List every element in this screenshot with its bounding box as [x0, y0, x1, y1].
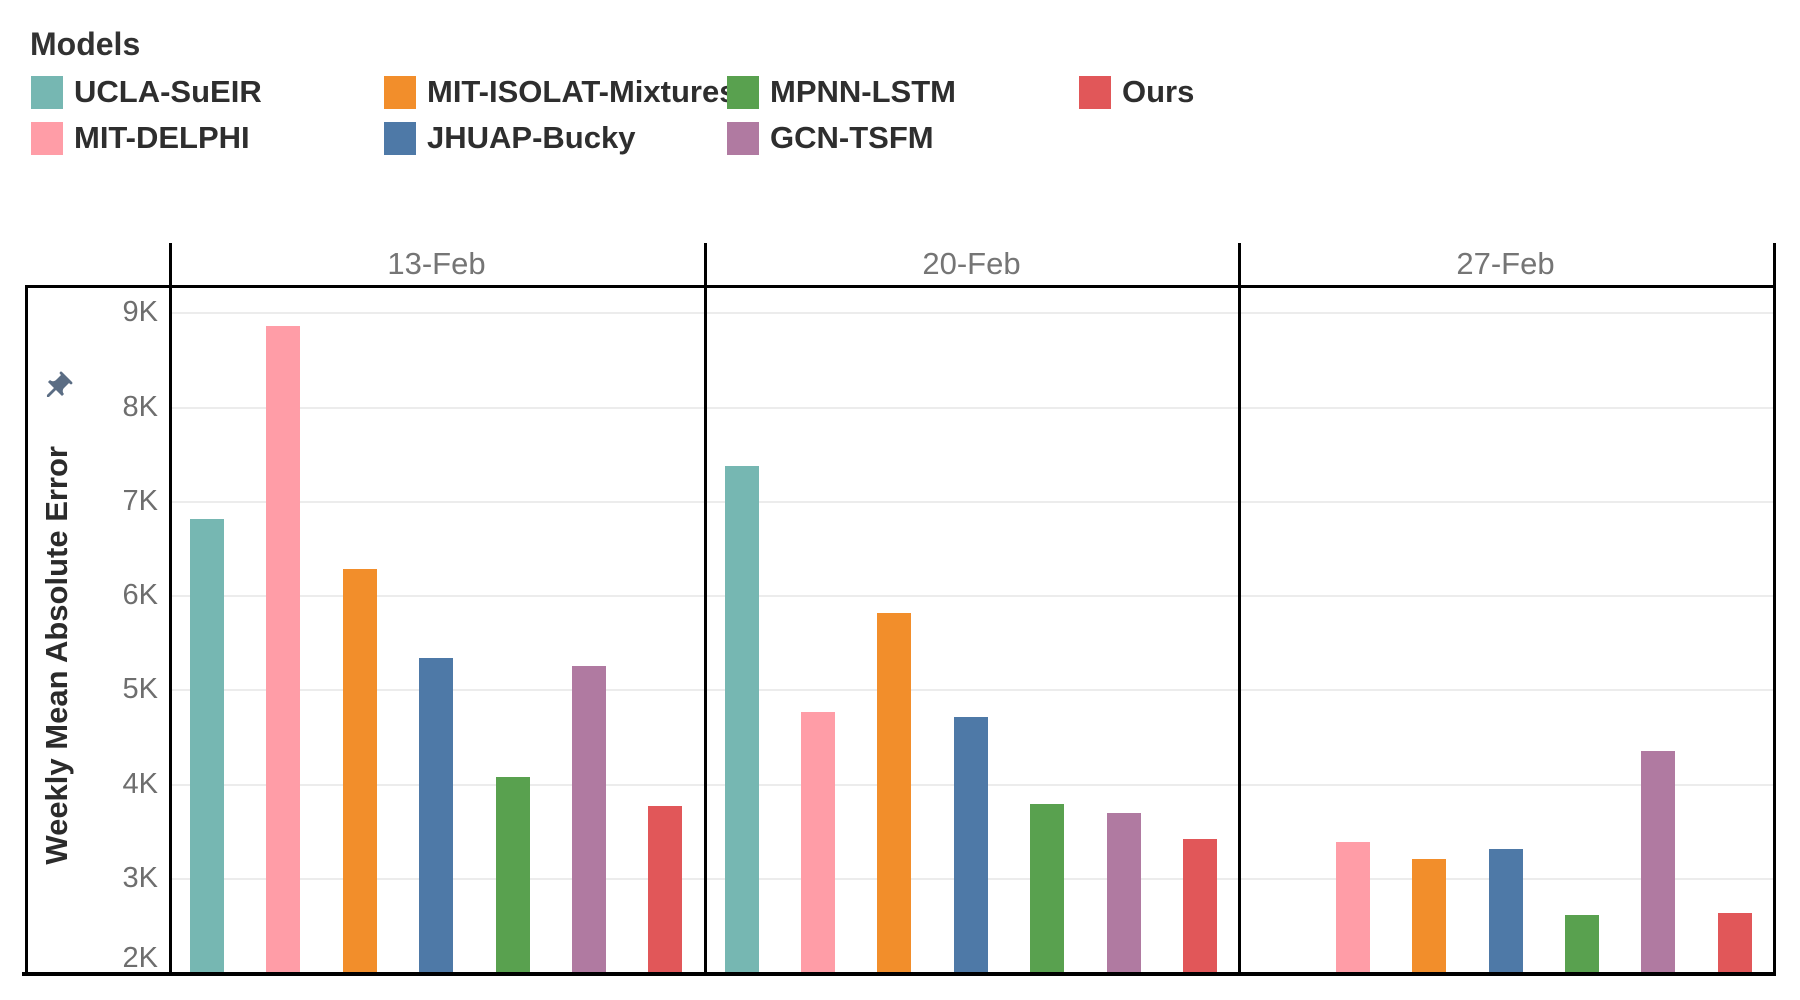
bar-JHUAP-Bucky-20-Feb[interactable] — [954, 717, 988, 973]
bar-UCLA-SuEIR-20-Feb[interactable] — [725, 466, 759, 973]
bar-MPNN-LSTM-20-Feb[interactable] — [1030, 804, 1064, 973]
bar-MIT-ISOLAT-Mixtures-20-Feb[interactable] — [877, 613, 911, 973]
y-tick-9K: 9K — [122, 296, 158, 328]
legend-title: Models — [30, 26, 141, 62]
plot-top-border — [25, 285, 1773, 288]
x-axis-line — [22, 972, 1776, 976]
panel-divider — [704, 243, 707, 973]
gridline-6k — [171, 595, 1773, 597]
legend-swatch-icon — [727, 75, 759, 109]
legend-item-label: Ours — [1122, 74, 1195, 109]
y-tick-3K: 3K — [122, 862, 158, 894]
gridline-7k — [171, 501, 1773, 503]
gridline-5k — [171, 689, 1773, 691]
legend-item-label: MPNN-LSTM — [770, 74, 956, 109]
panel-divider — [1773, 243, 1776, 973]
bar-MIT-DELPHI-13-Feb[interactable] — [266, 326, 300, 973]
bar-GCN-TSFM-27-Feb[interactable] — [1641, 751, 1675, 973]
bar-MIT-DELPHI-27-Feb[interactable] — [1336, 842, 1370, 973]
legend-swatch-icon — [384, 121, 416, 155]
legend-swatch-icon — [31, 75, 63, 109]
legend-swatch-icon — [31, 121, 63, 155]
y-tick-7K: 7K — [122, 485, 158, 517]
panel-header-20-Feb[interactable]: 20-Feb — [922, 246, 1021, 281]
legend-item-Ours[interactable]: Ours — [1079, 74, 1194, 110]
bar-GCN-TSFM-13-Feb[interactable] — [572, 666, 606, 973]
bar-MIT-ISOLAT-Mixtures-13-Feb[interactable] — [343, 569, 377, 973]
bar-MIT-ISOLAT-Mixtures-27-Feb[interactable] — [1412, 859, 1446, 973]
legend-item-JHUAP-Bucky[interactable]: JHUAP-Bucky — [384, 120, 635, 156]
y-axis-line — [169, 243, 172, 973]
y-tick-6K: 6K — [122, 579, 158, 611]
legend-item-label: UCLA-SuEIR — [74, 74, 262, 109]
legend-item-MIT-ISOLAT-Mixtures[interactable]: MIT-ISOLAT-Mixtures — [384, 74, 736, 110]
bar-MIT-DELPHI-20-Feb[interactable] — [801, 712, 835, 973]
bar-JHUAP-Bucky-27-Feb[interactable] — [1489, 849, 1523, 973]
bar-MPNN-LSTM-13-Feb[interactable] — [496, 777, 530, 973]
legend-item-GCN-TSFM[interactable]: GCN-TSFM — [727, 120, 934, 156]
legend-swatch-icon — [727, 121, 759, 155]
bar-UCLA-SuEIR-13-Feb[interactable] — [190, 519, 224, 973]
gridline-8k — [171, 407, 1773, 409]
legend-item-UCLA-SuEIR[interactable]: UCLA-SuEIR — [31, 74, 262, 110]
legend-item-label: JHUAP-Bucky — [427, 120, 636, 155]
legend-item-MPNN-LSTM[interactable]: MPNN-LSTM — [727, 74, 956, 110]
y-tick-4K: 4K — [122, 768, 158, 800]
legend-swatch-icon — [384, 75, 416, 109]
legend-item-label: GCN-TSFM — [770, 120, 934, 155]
legend-item-MIT-DELPHI[interactable]: MIT-DELPHI — [31, 120, 250, 156]
gridline-9k — [171, 312, 1773, 314]
bar-JHUAP-Bucky-13-Feb[interactable] — [419, 658, 453, 973]
panel-header-13-Feb[interactable]: 13-Feb — [387, 246, 486, 281]
panel-divider — [1238, 243, 1241, 973]
bar-GCN-TSFM-20-Feb[interactable] — [1107, 813, 1141, 973]
panel-header-27-Feb[interactable]: 27-Feb — [1456, 246, 1555, 281]
bar-MPNN-LSTM-27-Feb[interactable] — [1565, 915, 1599, 973]
bar-Ours-27-Feb[interactable] — [1718, 913, 1752, 973]
legend-item-label: MIT-DELPHI — [74, 120, 250, 155]
y-tick-8K: 8K — [122, 391, 158, 423]
row-header-left-border — [25, 285, 28, 973]
y-tick-5K: 5K — [122, 673, 158, 705]
y-tick-2K: 2K — [122, 942, 158, 974]
legend-item-label: MIT-ISOLAT-Mixtures — [427, 74, 737, 109]
pushpin-icon[interactable] — [40, 370, 74, 404]
legend-swatch-icon — [1079, 75, 1111, 109]
bar-Ours-20-Feb[interactable] — [1183, 839, 1217, 973]
bar-Ours-13-Feb[interactable] — [648, 806, 682, 973]
models-legend: Models UCLA-SuEIR MIT-DELPHI MIT-ISOLAT-Mi… — [0, 0, 1800, 170]
